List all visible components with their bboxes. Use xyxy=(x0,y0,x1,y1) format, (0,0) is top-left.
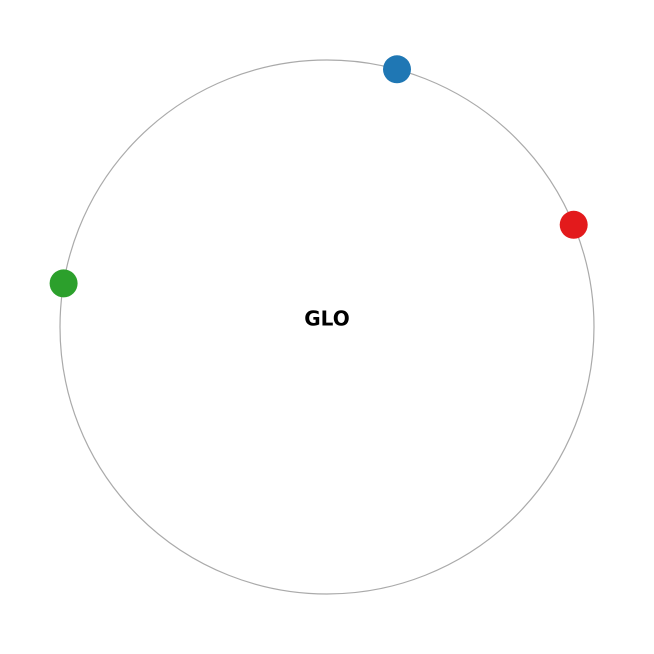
orbit-ring xyxy=(59,59,595,595)
center-label: GLO xyxy=(304,307,349,331)
node-green xyxy=(49,269,78,298)
node-red xyxy=(559,210,588,239)
node-blue xyxy=(383,55,411,84)
nodes-layer xyxy=(49,55,588,298)
